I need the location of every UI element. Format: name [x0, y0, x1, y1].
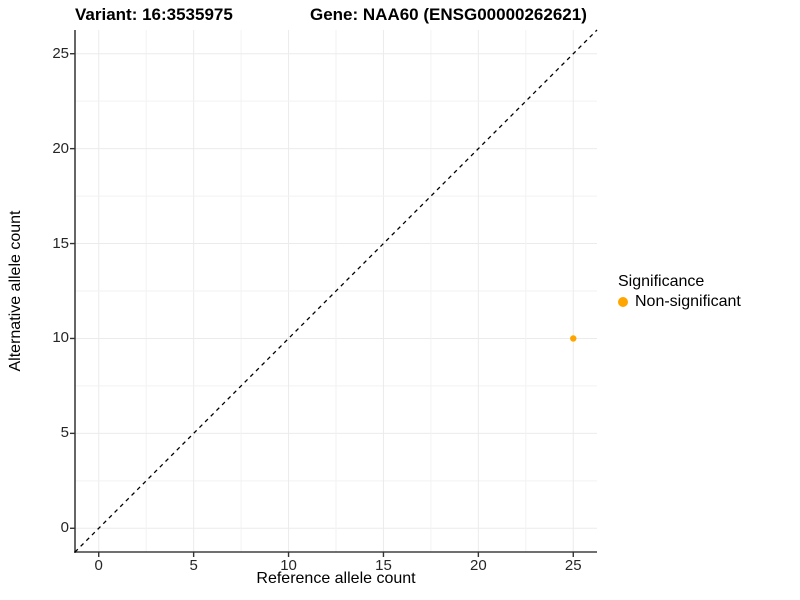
x-tick-label: 5 — [189, 557, 198, 574]
plot-panel — [70, 29, 598, 557]
data-point — [570, 335, 577, 342]
plot-title-gene: Gene: NAA60 (ENSG00000262621) — [310, 5, 587, 24]
x-tick-label: 20 — [470, 557, 487, 574]
y-tick-label: 10 — [52, 329, 69, 347]
plot-title-variant: Variant: 16:3535975 — [75, 5, 233, 24]
legend-item-label: Non-significant — [635, 293, 741, 310]
legend-point-icon — [618, 297, 628, 307]
y-tick-label: 15 — [52, 234, 69, 252]
y-axis-title: Alternative allele count — [7, 210, 24, 372]
y-tick-label: 20 — [52, 139, 69, 157]
legend: Significance Non-significant — [618, 272, 741, 312]
legend-title: Significance — [618, 273, 705, 290]
y-tick-label: 0 — [60, 519, 69, 537]
y-tick-label: 25 — [52, 44, 69, 62]
legend-item: Non-significant — [618, 292, 741, 312]
identity-line — [74, 29, 598, 553]
x-tick-label: 15 — [375, 557, 392, 574]
y-tick-label: 5 — [60, 424, 69, 442]
x-axis-title: Reference allele count — [256, 570, 416, 587]
x-tick-label: 25 — [564, 557, 582, 574]
x-tick-label: 10 — [280, 557, 297, 574]
x-tick-label: 0 — [94, 557, 103, 574]
